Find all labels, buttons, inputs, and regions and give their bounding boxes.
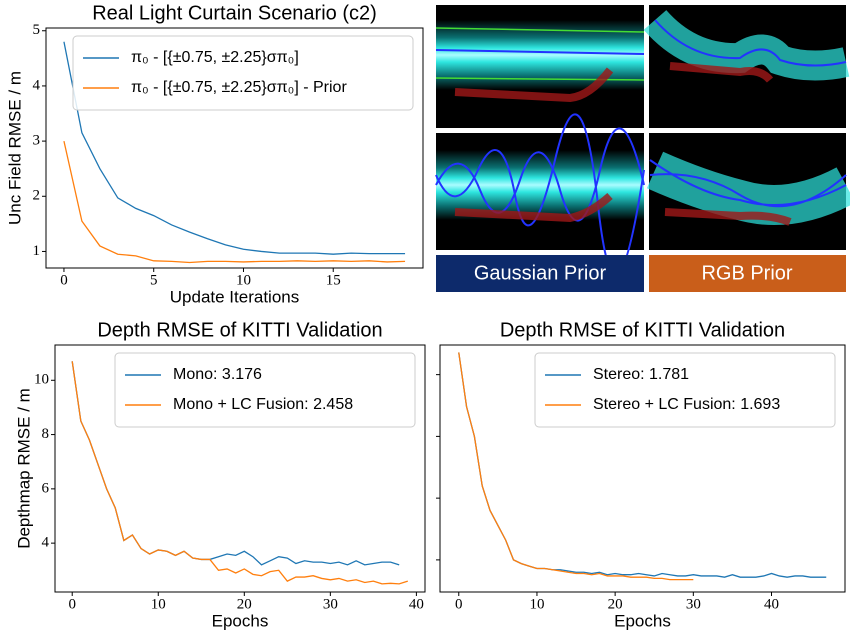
x-tick-label: 40 bbox=[409, 596, 424, 612]
curve bbox=[454, 67, 614, 103]
chart: Depth RMSE of KITTI Validation Epochs 0 10 2… bbox=[436, 319, 846, 630]
y-tick-label: 1 bbox=[33, 243, 41, 259]
x-tick-label: 20 bbox=[237, 596, 252, 612]
x-tick-label: 0 bbox=[455, 596, 463, 612]
legend-label: Mono + LC Fusion: 2.458 bbox=[173, 396, 353, 413]
caption: Gaussian Prior bbox=[474, 262, 607, 284]
y-axis-label: Depthmap RMSE / m bbox=[14, 388, 33, 549]
plot-frame bbox=[54, 344, 426, 593]
y-tick-label: 8 bbox=[42, 426, 50, 442]
curve bbox=[669, 62, 774, 83]
x-tick-label: 15 bbox=[326, 272, 341, 288]
series-line bbox=[71, 361, 408, 585]
chart-title: Depth RMSE of KITTI Validation bbox=[97, 319, 382, 341]
x-axis-label: Epochs bbox=[614, 611, 671, 630]
legend-box bbox=[534, 352, 836, 428]
y-tick-label: 5 bbox=[33, 22, 41, 38]
curve bbox=[664, 208, 792, 226]
x-tick-label: 30 bbox=[323, 596, 338, 612]
x-tick-label: 10 bbox=[236, 272, 251, 288]
y-tick-label: 4 bbox=[42, 535, 50, 551]
chart: Depth RMSE of KITTI Validation Epochs Dept… bbox=[14, 319, 426, 630]
x-tick-label: 0 bbox=[68, 596, 76, 612]
legend-label: Stereo: 1.781 bbox=[593, 366, 689, 383]
curve bbox=[649, 159, 847, 208]
legend-label: π₀ - [{±0.75, ±2.25}σπ₀] - Prior bbox=[131, 79, 347, 96]
legend-box bbox=[114, 352, 416, 428]
y-axis-label: Unc Field RMSE / m bbox=[5, 71, 24, 225]
series-line bbox=[458, 352, 694, 581]
caption-box bbox=[436, 255, 644, 292]
series-line bbox=[63, 140, 406, 264]
y-tick-label: 3 bbox=[33, 133, 41, 149]
caption: RGB Prior bbox=[701, 262, 792, 284]
curve bbox=[435, 49, 645, 55]
chart: Real Light Curtain Scenario (c2) Update I… bbox=[5, 2, 424, 306]
x-axis-label: Epochs bbox=[212, 611, 269, 630]
plot-frame bbox=[439, 344, 846, 593]
x-axis-label: Update Iterations bbox=[170, 287, 299, 306]
x-tick-label: 10 bbox=[529, 596, 544, 612]
x-tick-label: 0 bbox=[60, 272, 68, 288]
x-tick-label: 30 bbox=[686, 596, 701, 612]
chart-title: Depth RMSE of KITTI Validation bbox=[500, 319, 785, 341]
curve bbox=[454, 192, 613, 223]
x-tick-label: 10 bbox=[151, 596, 166, 612]
x-tick-label: 40 bbox=[764, 596, 779, 612]
series-line bbox=[63, 41, 406, 255]
x-tick-label: 5 bbox=[150, 272, 158, 288]
legend-label: Mono: 3.176 bbox=[173, 366, 262, 383]
legend-box bbox=[72, 35, 414, 111]
chart-title: Real Light Curtain Scenario (c2) bbox=[92, 2, 377, 24]
x-tick-label: 20 bbox=[608, 596, 623, 612]
plot-frame bbox=[45, 27, 424, 269]
caption-box bbox=[649, 255, 846, 292]
y-tick-label: 2 bbox=[33, 188, 41, 204]
y-tick-label: 10 bbox=[34, 372, 49, 388]
curve bbox=[654, 19, 847, 67]
y-tick-label: 4 bbox=[33, 77, 41, 93]
curve bbox=[435, 27, 645, 81]
image-panel: Gaussian Prior RGB Prior bbox=[435, 5, 850, 292]
y-tick-label: 6 bbox=[42, 480, 50, 496]
legend-label: Stereo + LC Fusion: 1.693 bbox=[593, 396, 780, 413]
legend-label: π₀ - [{±0.75, ±2.25}σπ₀] bbox=[131, 49, 299, 66]
